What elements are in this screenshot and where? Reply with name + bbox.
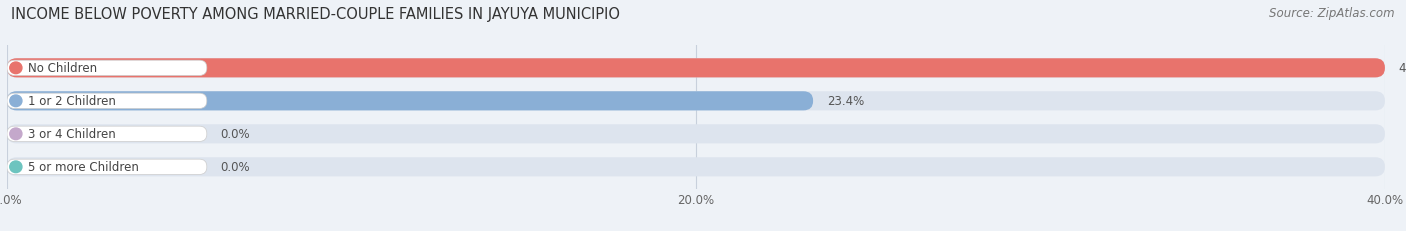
Text: 0.0%: 0.0% [221, 128, 250, 141]
Circle shape [10, 96, 22, 107]
Circle shape [10, 161, 22, 173]
FancyBboxPatch shape [7, 92, 1385, 111]
FancyBboxPatch shape [7, 94, 207, 109]
Text: 40.0%: 40.0% [1399, 62, 1406, 75]
FancyBboxPatch shape [7, 59, 1385, 78]
FancyBboxPatch shape [7, 127, 207, 142]
FancyBboxPatch shape [7, 59, 1385, 78]
FancyBboxPatch shape [7, 92, 813, 111]
Text: 5 or more Children: 5 or more Children [28, 161, 139, 173]
Text: Source: ZipAtlas.com: Source: ZipAtlas.com [1270, 7, 1395, 20]
Text: 0.0%: 0.0% [221, 161, 250, 173]
FancyBboxPatch shape [7, 125, 1385, 144]
Circle shape [10, 63, 22, 74]
Text: No Children: No Children [28, 62, 97, 75]
Text: 3 or 4 Children: 3 or 4 Children [28, 128, 115, 141]
FancyBboxPatch shape [7, 159, 207, 175]
FancyBboxPatch shape [7, 158, 1385, 177]
Text: INCOME BELOW POVERTY AMONG MARRIED-COUPLE FAMILIES IN JAYUYA MUNICIPIO: INCOME BELOW POVERTY AMONG MARRIED-COUPL… [11, 7, 620, 22]
Text: 1 or 2 Children: 1 or 2 Children [28, 95, 115, 108]
FancyBboxPatch shape [7, 61, 207, 76]
Text: 23.4%: 23.4% [827, 95, 865, 108]
Circle shape [10, 128, 22, 140]
